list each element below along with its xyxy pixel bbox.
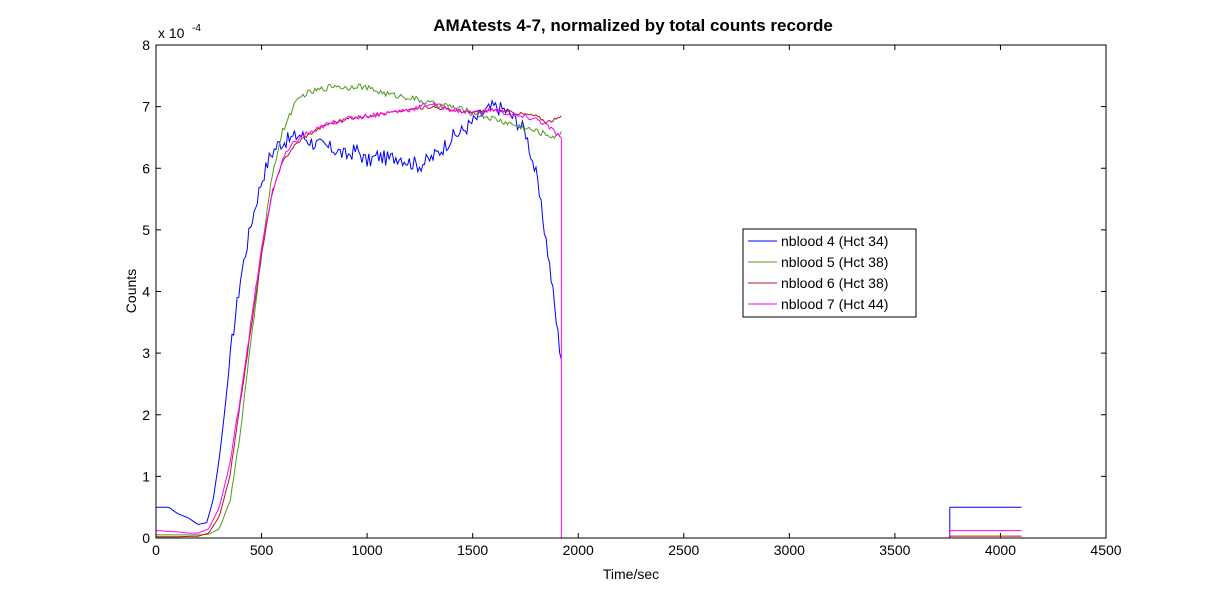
legend-label: nblood 4 (Hct 34): [781, 233, 888, 249]
x-tick-label: 2500: [668, 542, 699, 558]
x-tick-label: 1000: [352, 542, 383, 558]
plot-border: [155, 44, 1107, 539]
y-tick-label: 0: [142, 530, 150, 546]
y-axis: 0 1 2 3 4 5 6 7 8: [142, 37, 1106, 546]
y-tick-label: 1: [142, 468, 150, 484]
x-tick-label: 2000: [563, 542, 594, 558]
x-tick-label: 1500: [457, 542, 488, 558]
y-exponent-power: -4: [192, 23, 201, 34]
x-tick-label: 3500: [879, 542, 910, 558]
chart-title: AMAtests 4-7, normalized by total counts…: [433, 16, 833, 35]
series-layer: [155, 83, 1022, 538]
y-tick-label: 3: [142, 345, 150, 361]
series-line-nblood-5-hct-38: [156, 83, 562, 536]
x-axis: 0 500 1000 1500 2000 2500 3000 3500 4000 4500: [152, 45, 1122, 558]
series-line-nblood-4-hct-34: [156, 99, 562, 525]
x-tick-label: 4000: [985, 542, 1016, 558]
legend-box: [742, 228, 917, 318]
y-tick-label: 7: [142, 99, 150, 115]
x-tick-label: 4500: [1090, 542, 1121, 558]
plot-area: [156, 45, 1106, 538]
x-tick-label: 3000: [774, 542, 805, 558]
y-tick-label: 6: [142, 160, 150, 176]
series-line-nblood-7-hct-44: [155, 101, 562, 534]
y-tick-label: 8: [142, 37, 150, 53]
legend: nblood 4 (Hct 34) nblood 5 (Hct 38) nblood…: [742, 228, 917, 318]
y-exponent-base: x 10: [158, 25, 185, 41]
x-axis-label: Time/sec: [603, 566, 659, 582]
y-tick-label: 5: [142, 222, 150, 238]
y-tick-label: 4: [142, 284, 150, 300]
legend-label: nblood 7 (Hct 44): [781, 296, 888, 312]
x-tick-label: 0: [152, 542, 160, 558]
y-tick-label: 2: [142, 407, 150, 423]
legend-label: nblood 5 (Hct 38): [781, 254, 888, 270]
legend-label: nblood 6 (Hct 38): [781, 275, 888, 291]
x-tick-label: 500: [250, 542, 274, 558]
y-axis-label: Counts: [123, 269, 139, 313]
